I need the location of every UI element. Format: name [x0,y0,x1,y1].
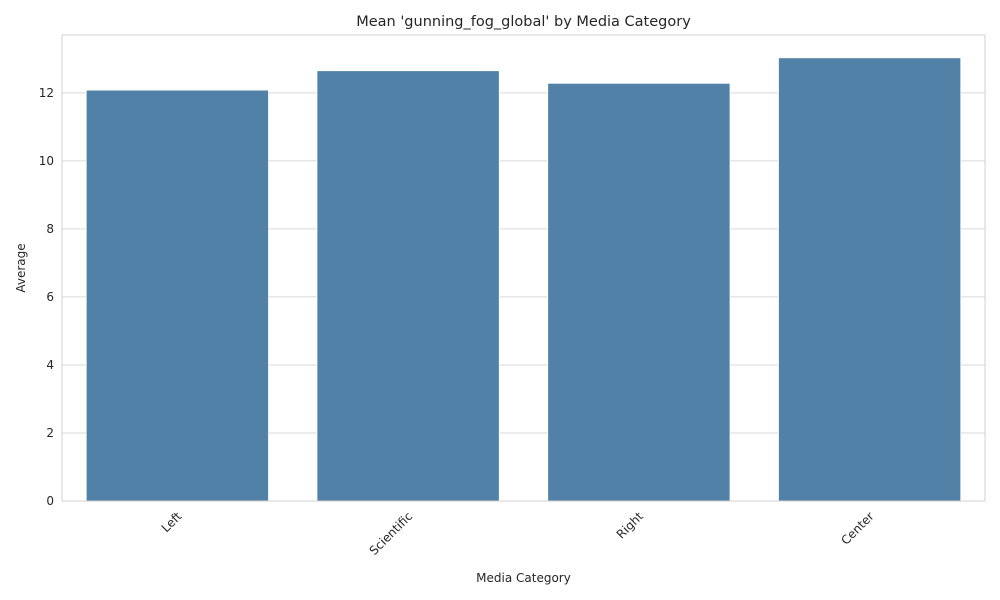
bar-scientific [316,70,500,502]
chart-title: Mean 'gunning_fog_global' by Media Categ… [356,14,691,30]
x-tick-label: Scientific [367,509,416,558]
y-tick-label: 8 [46,222,54,236]
y-axis-label: Average [14,243,28,292]
x-axis-ticks: Left Scientific Right Center [159,509,877,558]
x-tick-label: Left [159,509,185,535]
bars [85,57,962,502]
y-tick-label: 10 [39,154,54,168]
y-tick-label: 12 [39,86,54,100]
plot-frame [61,34,986,502]
bar-center [778,57,962,502]
y-axis-ticks: 0 2 4 6 8 10 12 [39,86,54,508]
x-tick-label: Center [838,509,877,548]
x-axis-label: Media Category [476,571,571,585]
x-tick-label: Right [614,509,646,541]
y-tick-label: 4 [46,358,54,372]
y-tick-label: 2 [46,426,54,440]
y-tick-label: 0 [46,494,54,508]
y-tick-label: 6 [46,290,54,304]
bar-left [85,89,269,502]
bar-right [547,82,731,502]
